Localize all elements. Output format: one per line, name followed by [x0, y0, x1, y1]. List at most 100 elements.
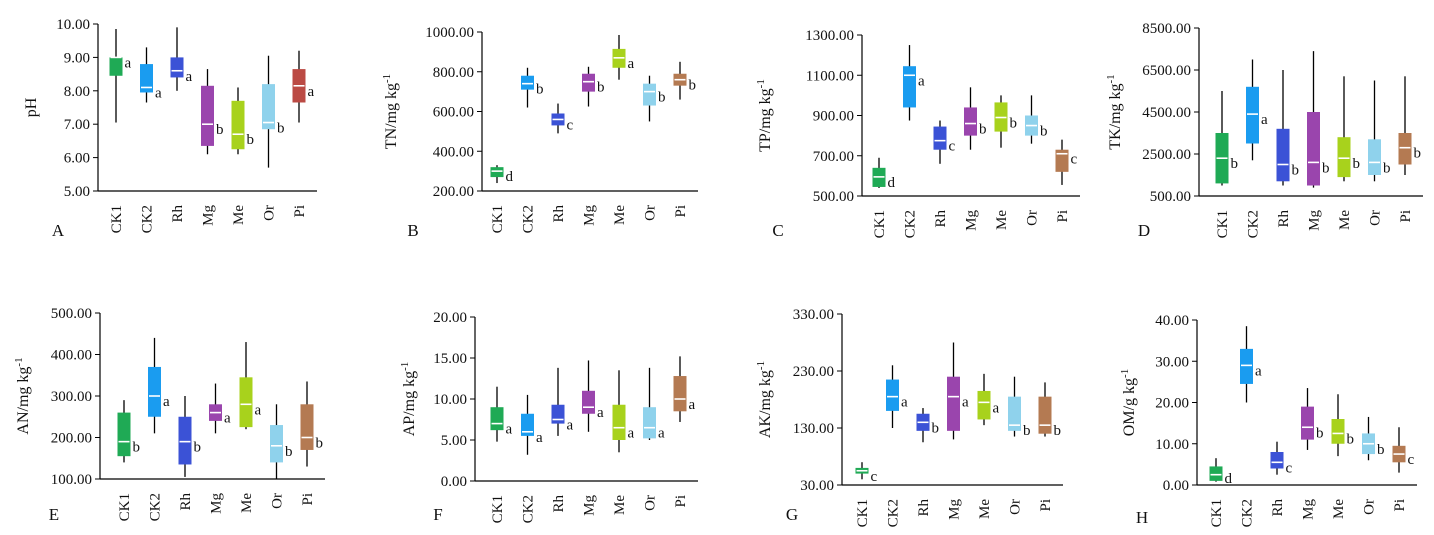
significance-letter: b	[1054, 423, 1062, 439]
box-mg: a	[947, 342, 969, 440]
box-body	[582, 73, 595, 92]
box-mg: a	[582, 360, 604, 432]
category-label: Rh	[170, 205, 186, 223]
box-body	[1337, 137, 1351, 178]
y-tick-label: 6.00	[64, 151, 90, 167]
significance-letter: a	[597, 405, 604, 421]
y-tick-label: 1100.00	[806, 68, 854, 84]
y-axis-title: AK/mg kg-1	[755, 361, 774, 438]
y-tick-label: 1000.00	[425, 25, 474, 41]
y-axis-title-superscript: -1	[755, 79, 767, 88]
category-label: CK1	[1209, 499, 1225, 527]
category-label: Me	[977, 499, 993, 519]
category-label: Mg	[947, 499, 963, 520]
significance-letter: a	[1255, 363, 1262, 379]
box-body	[1368, 139, 1381, 175]
significance-letter: a	[1261, 112, 1268, 128]
box-rh: a	[170, 27, 193, 91]
significance-letter: a	[155, 85, 162, 101]
y-axis-title-superscript: -1	[755, 361, 767, 370]
box-pi: b	[673, 61, 696, 100]
category-label: CK1	[872, 210, 888, 238]
y-tick-label: 300.00	[51, 389, 92, 405]
box-me: b	[1337, 76, 1360, 182]
category-label: Me	[239, 493, 255, 513]
significance-letter: a	[536, 430, 543, 446]
significance-letter: a	[163, 394, 170, 410]
box-ck1: a	[490, 386, 513, 442]
y-tick-label: 4500.00	[1142, 105, 1191, 121]
category-label: Mg	[964, 210, 980, 231]
significance-letter: b	[247, 132, 255, 148]
box-body	[201, 85, 214, 146]
box-body	[1270, 452, 1284, 469]
significance-letter: a	[993, 400, 1000, 416]
box-body	[673, 376, 687, 412]
box-ck2: a	[886, 365, 908, 428]
y-axis-title-superscript: -1	[399, 362, 411, 371]
y-tick-label: 330.00	[793, 307, 834, 323]
category-label: Mg	[209, 493, 225, 514]
category-label: Or	[262, 205, 278, 221]
category-label: Pi	[1398, 210, 1414, 223]
y-axis-title: OM/g kg-1	[1119, 369, 1138, 436]
y-tick-label: 400.00	[433, 144, 474, 160]
significance-letter: c	[1408, 452, 1415, 468]
significance-letter: b	[316, 436, 324, 452]
box-body	[1307, 112, 1320, 186]
significance-letter: a	[125, 55, 132, 71]
box-mg: b	[582, 66, 605, 107]
y-tick-label: 9.00	[64, 50, 90, 66]
panel-a: 5.00 6.00 7.00 8.00 9.00 10.00 pH a CK1 a CK2 a Rh b M…	[23, 17, 317, 240]
significance-letter: a	[628, 56, 635, 72]
box-mg: b	[201, 69, 224, 155]
y-tick-label: 400.00	[51, 348, 92, 364]
box-body	[551, 404, 565, 424]
y-axis-title: pH	[23, 97, 40, 117]
y-axis-title-superscript: -1	[381, 74, 393, 83]
box-body	[1398, 133, 1412, 165]
box-ck2: a	[903, 45, 925, 121]
box-rh: c	[1270, 441, 1293, 476]
box-pi: a	[292, 50, 315, 123]
box-body	[1055, 149, 1069, 172]
category-label: Or	[1362, 499, 1378, 515]
category-label: CK1	[490, 495, 506, 523]
y-tick-label: 700.00	[813, 149, 854, 165]
category-label: CK1	[117, 493, 133, 521]
panel-label: G	[786, 505, 798, 524]
box-body	[903, 66, 916, 108]
category-label: CK1	[490, 205, 506, 233]
y-tick-label: 900.00	[813, 109, 854, 125]
category-label: Rh	[551, 495, 567, 513]
box-body	[886, 379, 899, 411]
panel-label: F	[433, 505, 442, 524]
box-rh: c	[551, 103, 574, 133]
box-ck2: a	[1246, 59, 1268, 161]
category-label: Mg	[582, 205, 598, 226]
significance-letter: b	[1414, 146, 1422, 162]
box-or: b	[1368, 80, 1391, 182]
box-ck2: a	[140, 47, 162, 103]
box-ck2: a	[148, 337, 170, 434]
y-tick-label: 20.00	[1155, 396, 1189, 412]
y-axis-title: TP/mg kg-1	[755, 79, 774, 152]
significance-letter: a	[901, 395, 908, 411]
y-tick-label: 8500.00	[1142, 21, 1191, 37]
y-tick-label: 7.00	[64, 117, 90, 133]
y-tick-label: 0.00	[1163, 478, 1189, 494]
box-body	[521, 75, 534, 90]
significance-letter: c	[1071, 152, 1078, 168]
category-label: CK1	[109, 205, 125, 233]
category-label: CK2	[521, 495, 537, 523]
significance-letter: d	[506, 169, 514, 185]
significance-letter: b	[194, 440, 202, 456]
y-tick-label: 130.00	[793, 421, 834, 437]
box-me: b	[994, 95, 1017, 148]
box-rh: b	[916, 408, 939, 443]
box-mg: b	[1301, 388, 1324, 450]
box-body	[148, 366, 161, 417]
category-label: Rh	[916, 499, 932, 517]
